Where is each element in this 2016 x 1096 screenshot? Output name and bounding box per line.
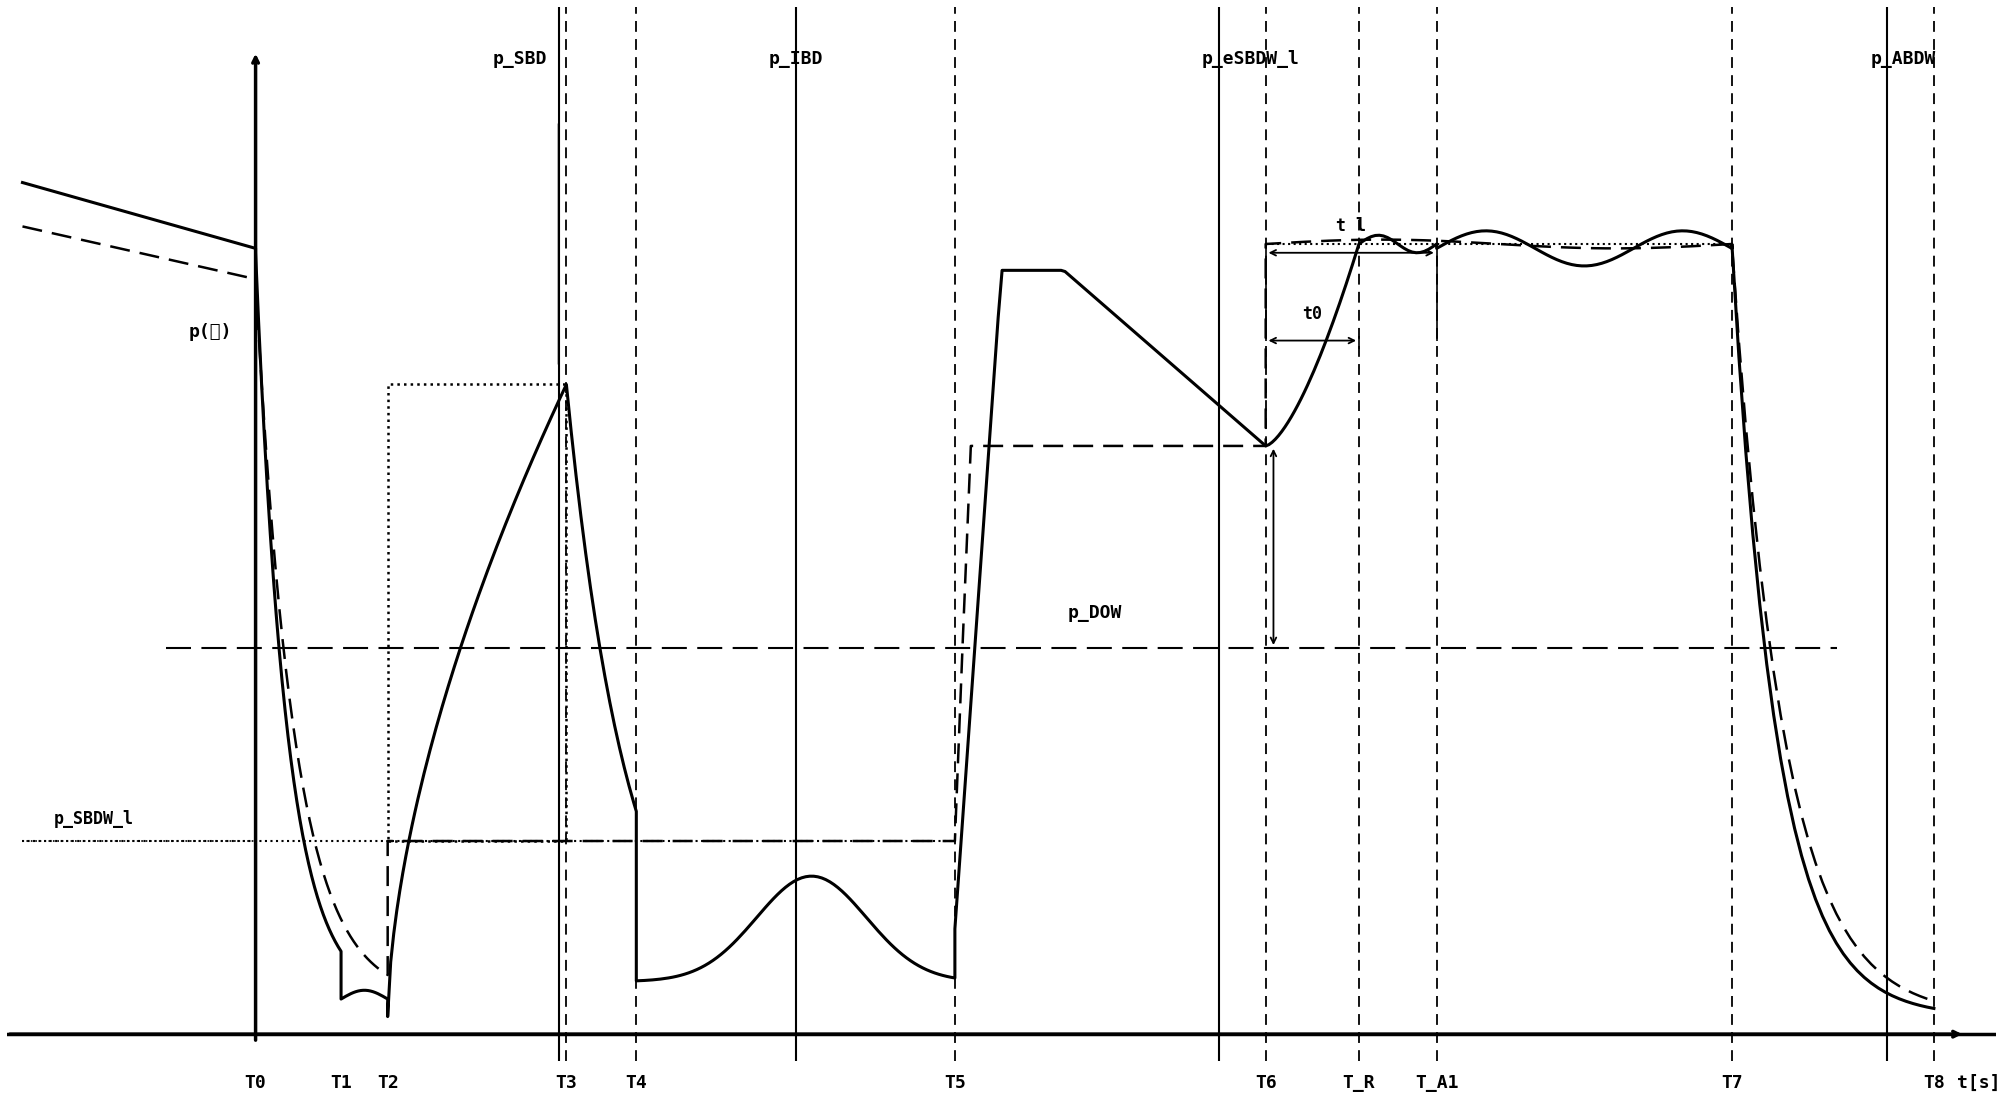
- Text: T4: T4: [625, 1074, 647, 1092]
- Text: p_DOW: p_DOW: [1068, 604, 1123, 621]
- Text: T_A1: T_A1: [1415, 1074, 1458, 1092]
- Text: t[s]: t[s]: [1958, 1074, 2000, 1092]
- Text: p_SBD: p_SBD: [492, 50, 546, 68]
- Text: T3: T3: [556, 1074, 577, 1092]
- Text: T5: T5: [943, 1074, 966, 1092]
- Text: p_IBD: p_IBD: [768, 50, 823, 68]
- Text: T6: T6: [1254, 1074, 1276, 1092]
- Text: t0: t0: [1302, 305, 1322, 323]
- Text: p_eSBDW_l: p_eSBDW_l: [1202, 50, 1298, 68]
- Text: p_SBDW_l: p_SBDW_l: [54, 810, 133, 827]
- Text: p(巴): p(巴): [190, 323, 232, 341]
- Text: T7: T7: [1722, 1074, 1742, 1092]
- Text: p_ABDW: p_ABDW: [1871, 50, 1935, 68]
- Text: T0: T0: [244, 1074, 266, 1092]
- Text: T_R: T_R: [1343, 1074, 1375, 1092]
- Text: T8: T8: [1923, 1074, 1945, 1092]
- Text: T2: T2: [377, 1074, 399, 1092]
- Text: t l: t l: [1337, 217, 1367, 236]
- Text: T1: T1: [331, 1074, 353, 1092]
